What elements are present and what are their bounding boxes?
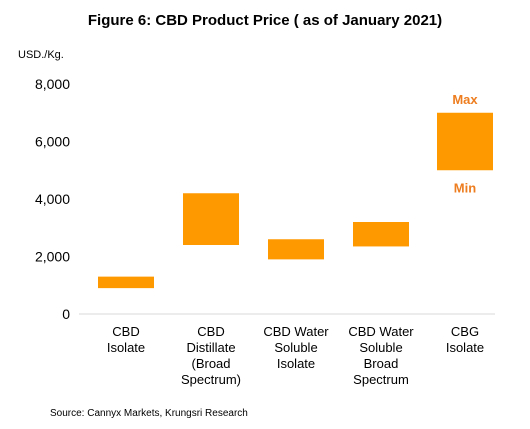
x-category-label-line: CBD Water (348, 324, 414, 339)
annotations: Max Min (452, 92, 478, 196)
x-category-label-line: Broad (364, 356, 399, 371)
x-category-label-line: CBD (197, 324, 224, 339)
y-tick-label: 6,000 (35, 134, 70, 150)
x-category-label: CBD Distillate (Broad Spectrum) (181, 324, 241, 387)
min-annotation: Min (454, 180, 476, 195)
x-category-label: CBD Isolate (107, 324, 145, 355)
x-category-label-line: Soluble (359, 340, 402, 355)
x-category-label: CBD Water Soluble Broad Spectrum (348, 324, 414, 387)
y-axis-unit-label: USD./Kg. (18, 49, 64, 61)
range-bar (268, 239, 324, 260)
x-category-label-line: CBD (112, 324, 139, 339)
range-bar (183, 193, 239, 245)
range-bar (353, 222, 409, 247)
range-bar (98, 276, 154, 289)
x-category-label: CBG Isolate (446, 324, 484, 355)
chart-title: Figure 6: CBD Product Price ( as of Janu… (88, 12, 442, 29)
x-category-label-line: Spectrum) (181, 372, 241, 387)
y-axis-ticks: 0 2,000 4,000 6,000 8,000 (35, 76, 70, 322)
y-tick-label: 4,000 (35, 191, 70, 207)
x-category-label-line: CBD Water (263, 324, 329, 339)
y-tick-label: 8,000 (35, 76, 70, 92)
y-tick-label: 2,000 (35, 249, 70, 265)
x-category-label-line: Distillate (186, 340, 235, 355)
x-category-label-line: Isolate (107, 340, 145, 355)
max-annotation: Max (452, 92, 478, 107)
source-note: Source: Cannyx Markets, Krungsri Researc… (50, 408, 248, 419)
x-category-label-line: Spectrum (353, 372, 409, 387)
x-category-label-line: Soluble (274, 340, 317, 355)
x-category-label: CBD Water Soluble Isolate (263, 324, 329, 371)
x-category-label-line: CBG (451, 324, 479, 339)
x-category-label-line: (Broad (191, 356, 230, 371)
y-tick-label: 0 (62, 306, 70, 322)
x-category-label-line: Isolate (446, 340, 484, 355)
range-bar (437, 112, 493, 171)
bars (98, 112, 493, 289)
x-category-label-line: Isolate (277, 356, 315, 371)
